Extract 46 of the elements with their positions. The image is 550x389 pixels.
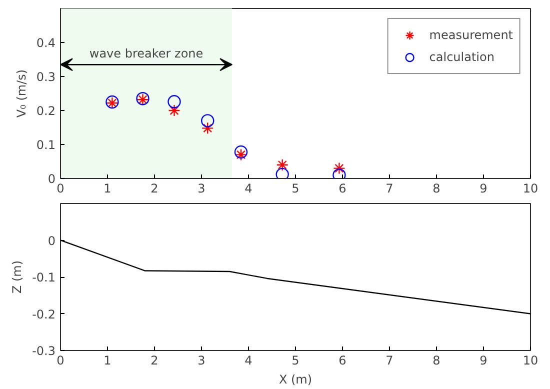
x-axis-title: X (m) (278, 372, 312, 386)
x-tick-label: 6 (338, 182, 346, 196)
band-label: wave breaker zone (89, 46, 204, 61)
x-tick-label: 4 (244, 354, 252, 368)
x-tick-label: 6 (338, 354, 346, 368)
point (234, 145, 248, 159)
legend-label: measurement (429, 28, 513, 42)
x-tick-label: 5 (292, 182, 300, 196)
y-axis-title: Z (m) (10, 260, 24, 294)
point (202, 122, 214, 134)
point (201, 114, 214, 128)
x-tick-label: 8 (432, 354, 440, 368)
x-tick-label: 8 (432, 182, 440, 196)
legend-label: calculation (429, 50, 494, 64)
y-tick-label: -0.3 (32, 344, 56, 358)
x-tick-label: 1 (104, 182, 112, 196)
y-tick-label: 0.2 (36, 104, 56, 118)
point (276, 158, 288, 171)
y-tick-label: 0 (48, 172, 56, 186)
x-tick-label: 7 (386, 182, 394, 196)
point (234, 148, 248, 161)
x-tick-label: 0 (56, 354, 64, 368)
y-tick-label: -0.1 (32, 270, 56, 284)
x-tick-label: 5 (292, 354, 300, 368)
point (333, 162, 346, 174)
x-tick-label: 10 (522, 182, 538, 196)
x-tick-label: 9 (480, 354, 488, 368)
x-tick-label: 9 (480, 182, 488, 196)
x-tick-label: 7 (386, 354, 394, 368)
y-axis-title: V₀ (m/s) (14, 69, 28, 118)
y-tick-label: 0.1 (36, 138, 56, 152)
y-tick-label: 0.3 (36, 70, 56, 84)
point (168, 104, 180, 117)
x-tick-label: 1 (104, 354, 112, 368)
x-tick-label: 3 (198, 354, 206, 368)
x-tick-label: 10 (522, 354, 538, 368)
point (168, 95, 181, 108)
y-tick-label: 0 (48, 234, 56, 248)
x-tick-label: 0 (56, 182, 64, 196)
x-tick-label: 2 (150, 354, 158, 368)
y-tick-label: 0.4 (36, 36, 56, 50)
y-tick-label: -0.2 (32, 307, 56, 322)
x-tick-label: 2 (150, 182, 158, 196)
x-tick-label: 3 (198, 182, 206, 196)
x-tick-label: 4 (244, 182, 252, 196)
point (276, 168, 289, 178)
